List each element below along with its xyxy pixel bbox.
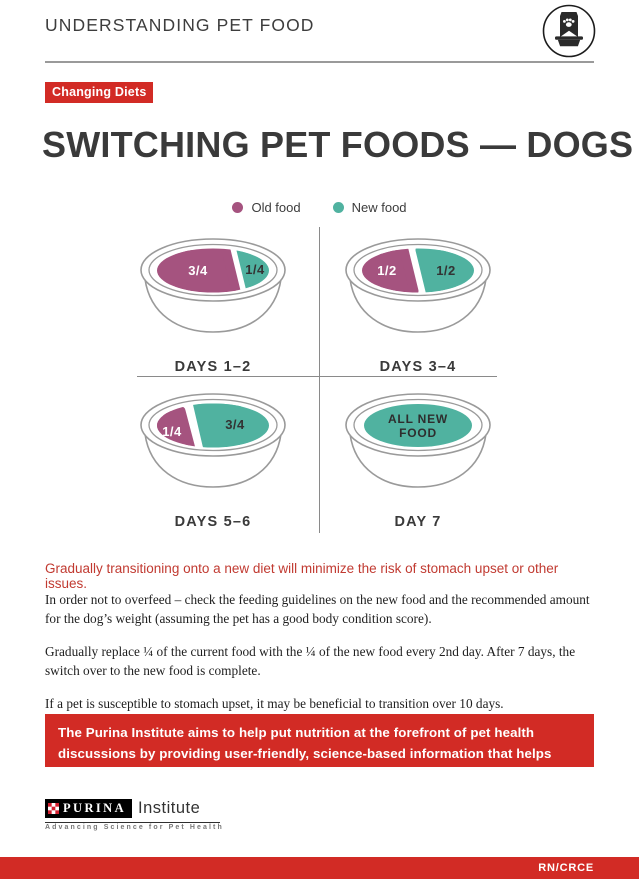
paragraph: If a pet is susceptible to stomach upset… <box>45 695 504 711</box>
purina-wordmark: PURINA <box>45 799 133 818</box>
portion-label: 1/4 <box>162 424 182 439</box>
bowl-day-label: DAYS 5–6 <box>174 514 252 530</box>
portion-label: 1/4 <box>245 262 265 277</box>
portion-label: FOOD <box>399 426 437 440</box>
legend-label: New food <box>351 200 407 215</box>
body-text: In order not to overfeed – check the fee… <box>45 591 597 727</box>
bowl-day-label: DAYS 3–4 <box>379 359 457 375</box>
purina-institute-logo: PURINA Institute <box>45 799 220 823</box>
bowl-day-label: DAYS 1–2 <box>174 359 252 375</box>
bowl-days-1-2: 3/4 1/4 <box>140 238 286 333</box>
new-food-portion <box>192 403 269 448</box>
grid-divider-vertical <box>319 227 320 533</box>
new-food-portion <box>364 404 472 447</box>
bottom-bar: RN/CRCE <box>0 857 639 879</box>
new-food-dot-icon <box>332 202 344 213</box>
logo-tagline: Advancing Science for Pet Health <box>45 824 224 831</box>
institute-text: Institute <box>138 799 201 817</box>
bowl-days-5-6: 1/4 3/4 <box>140 393 286 488</box>
bowl-panel-days-3-4: 1/2 1/2 DAYS 3–4 <box>333 234 503 375</box>
legend-item-old-food: Old food <box>232 200 301 215</box>
portion-label: 1/2 <box>377 263 397 278</box>
bowl-panel-days-1-2: 3/4 1/4 DAYS 1–2 <box>128 234 298 375</box>
logo-row: PURINA Institute <box>45 799 220 818</box>
bowl-day-label: DAY 7 <box>394 514 442 530</box>
checkerboard-icon <box>48 803 59 814</box>
purina-brand-text: PURINA <box>63 801 127 815</box>
portion-label: 1/2 <box>436 263 456 278</box>
section-badge: Changing Diets <box>45 82 154 103</box>
portion-label: 3/4 <box>225 417 245 432</box>
legend-item-new-food: New food <box>332 200 407 215</box>
portion-label: ALL NEW <box>388 412 448 426</box>
pet-food-bag-and-bowl-icon <box>541 3 597 64</box>
header-divider <box>45 61 594 63</box>
paragraph: In order not to overfeed – check the fee… <box>45 592 590 626</box>
legend: Old food New food <box>0 200 639 215</box>
bowl-panel-days-5-6: 1/4 3/4 DAYS 5–6 <box>128 389 298 530</box>
bowl-panel-day-7: ALL NEW FOOD DAY 7 <box>333 389 503 530</box>
document-code: RN/CRCE <box>538 862 594 874</box>
grid-divider-horizontal <box>137 376 497 377</box>
lead-sentence: Gradually transitioning onto a new diet … <box>45 561 559 591</box>
page-title: SWITCHING PET FOODS — DOGS <box>42 124 634 165</box>
mission-callout: The Purina Institute aims to help put nu… <box>45 714 594 781</box>
old-food-dot-icon <box>232 202 244 213</box>
paragraph: Gradually replace ¼ of the current food … <box>45 643 576 678</box>
legend-label: Old food <box>251 200 301 215</box>
bowl-days-3-4: 1/2 1/2 <box>345 238 491 333</box>
bowl-day-7: ALL NEW FOOD <box>345 393 491 488</box>
portion-label: 3/4 <box>188 263 208 278</box>
header-title: UNDERSTANDING PET FOOD <box>45 15 315 35</box>
